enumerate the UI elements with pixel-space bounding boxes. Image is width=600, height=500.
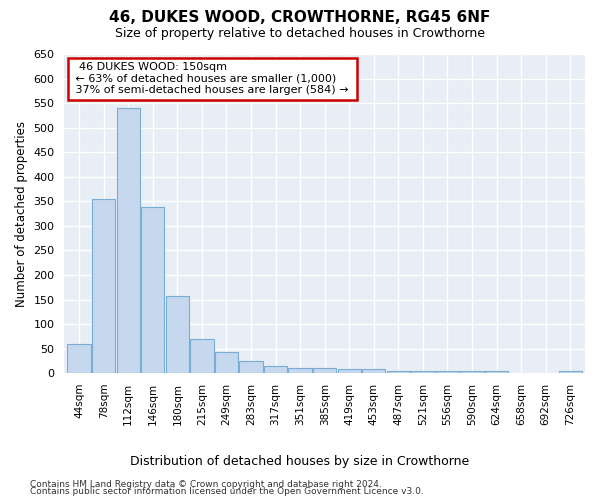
Bar <box>313 368 337 373</box>
Bar <box>215 352 238 373</box>
Bar <box>362 369 385 373</box>
Bar <box>559 370 582 373</box>
Bar <box>239 361 263 373</box>
Text: Size of property relative to detached houses in Crowthorne: Size of property relative to detached ho… <box>115 28 485 40</box>
Bar <box>460 370 484 373</box>
Bar <box>116 108 140 373</box>
Bar <box>338 369 361 373</box>
Bar <box>264 366 287 373</box>
Bar <box>411 370 434 373</box>
Bar <box>387 370 410 373</box>
Bar <box>67 344 91 373</box>
Text: Contains HM Land Registry data © Crown copyright and database right 2024.: Contains HM Land Registry data © Crown c… <box>30 480 382 489</box>
Text: 46, DUKES WOOD, CROWTHORNE, RG45 6NF: 46, DUKES WOOD, CROWTHORNE, RG45 6NF <box>109 10 491 25</box>
Bar <box>166 296 189 373</box>
Bar <box>92 199 115 373</box>
Bar <box>485 370 508 373</box>
Text: 46 DUKES WOOD: 150sqm  
 ← 63% of detached houses are smaller (1,000) 
 37% of s: 46 DUKES WOOD: 150sqm ← 63% of detached … <box>72 62 352 95</box>
Bar <box>190 339 214 373</box>
Bar <box>141 207 164 373</box>
Text: Contains public sector information licensed under the Open Government Licence v3: Contains public sector information licen… <box>30 488 424 496</box>
Bar <box>436 370 459 373</box>
Bar <box>289 368 312 373</box>
Text: Distribution of detached houses by size in Crowthorne: Distribution of detached houses by size … <box>130 455 470 468</box>
Y-axis label: Number of detached properties: Number of detached properties <box>15 120 28 306</box>
